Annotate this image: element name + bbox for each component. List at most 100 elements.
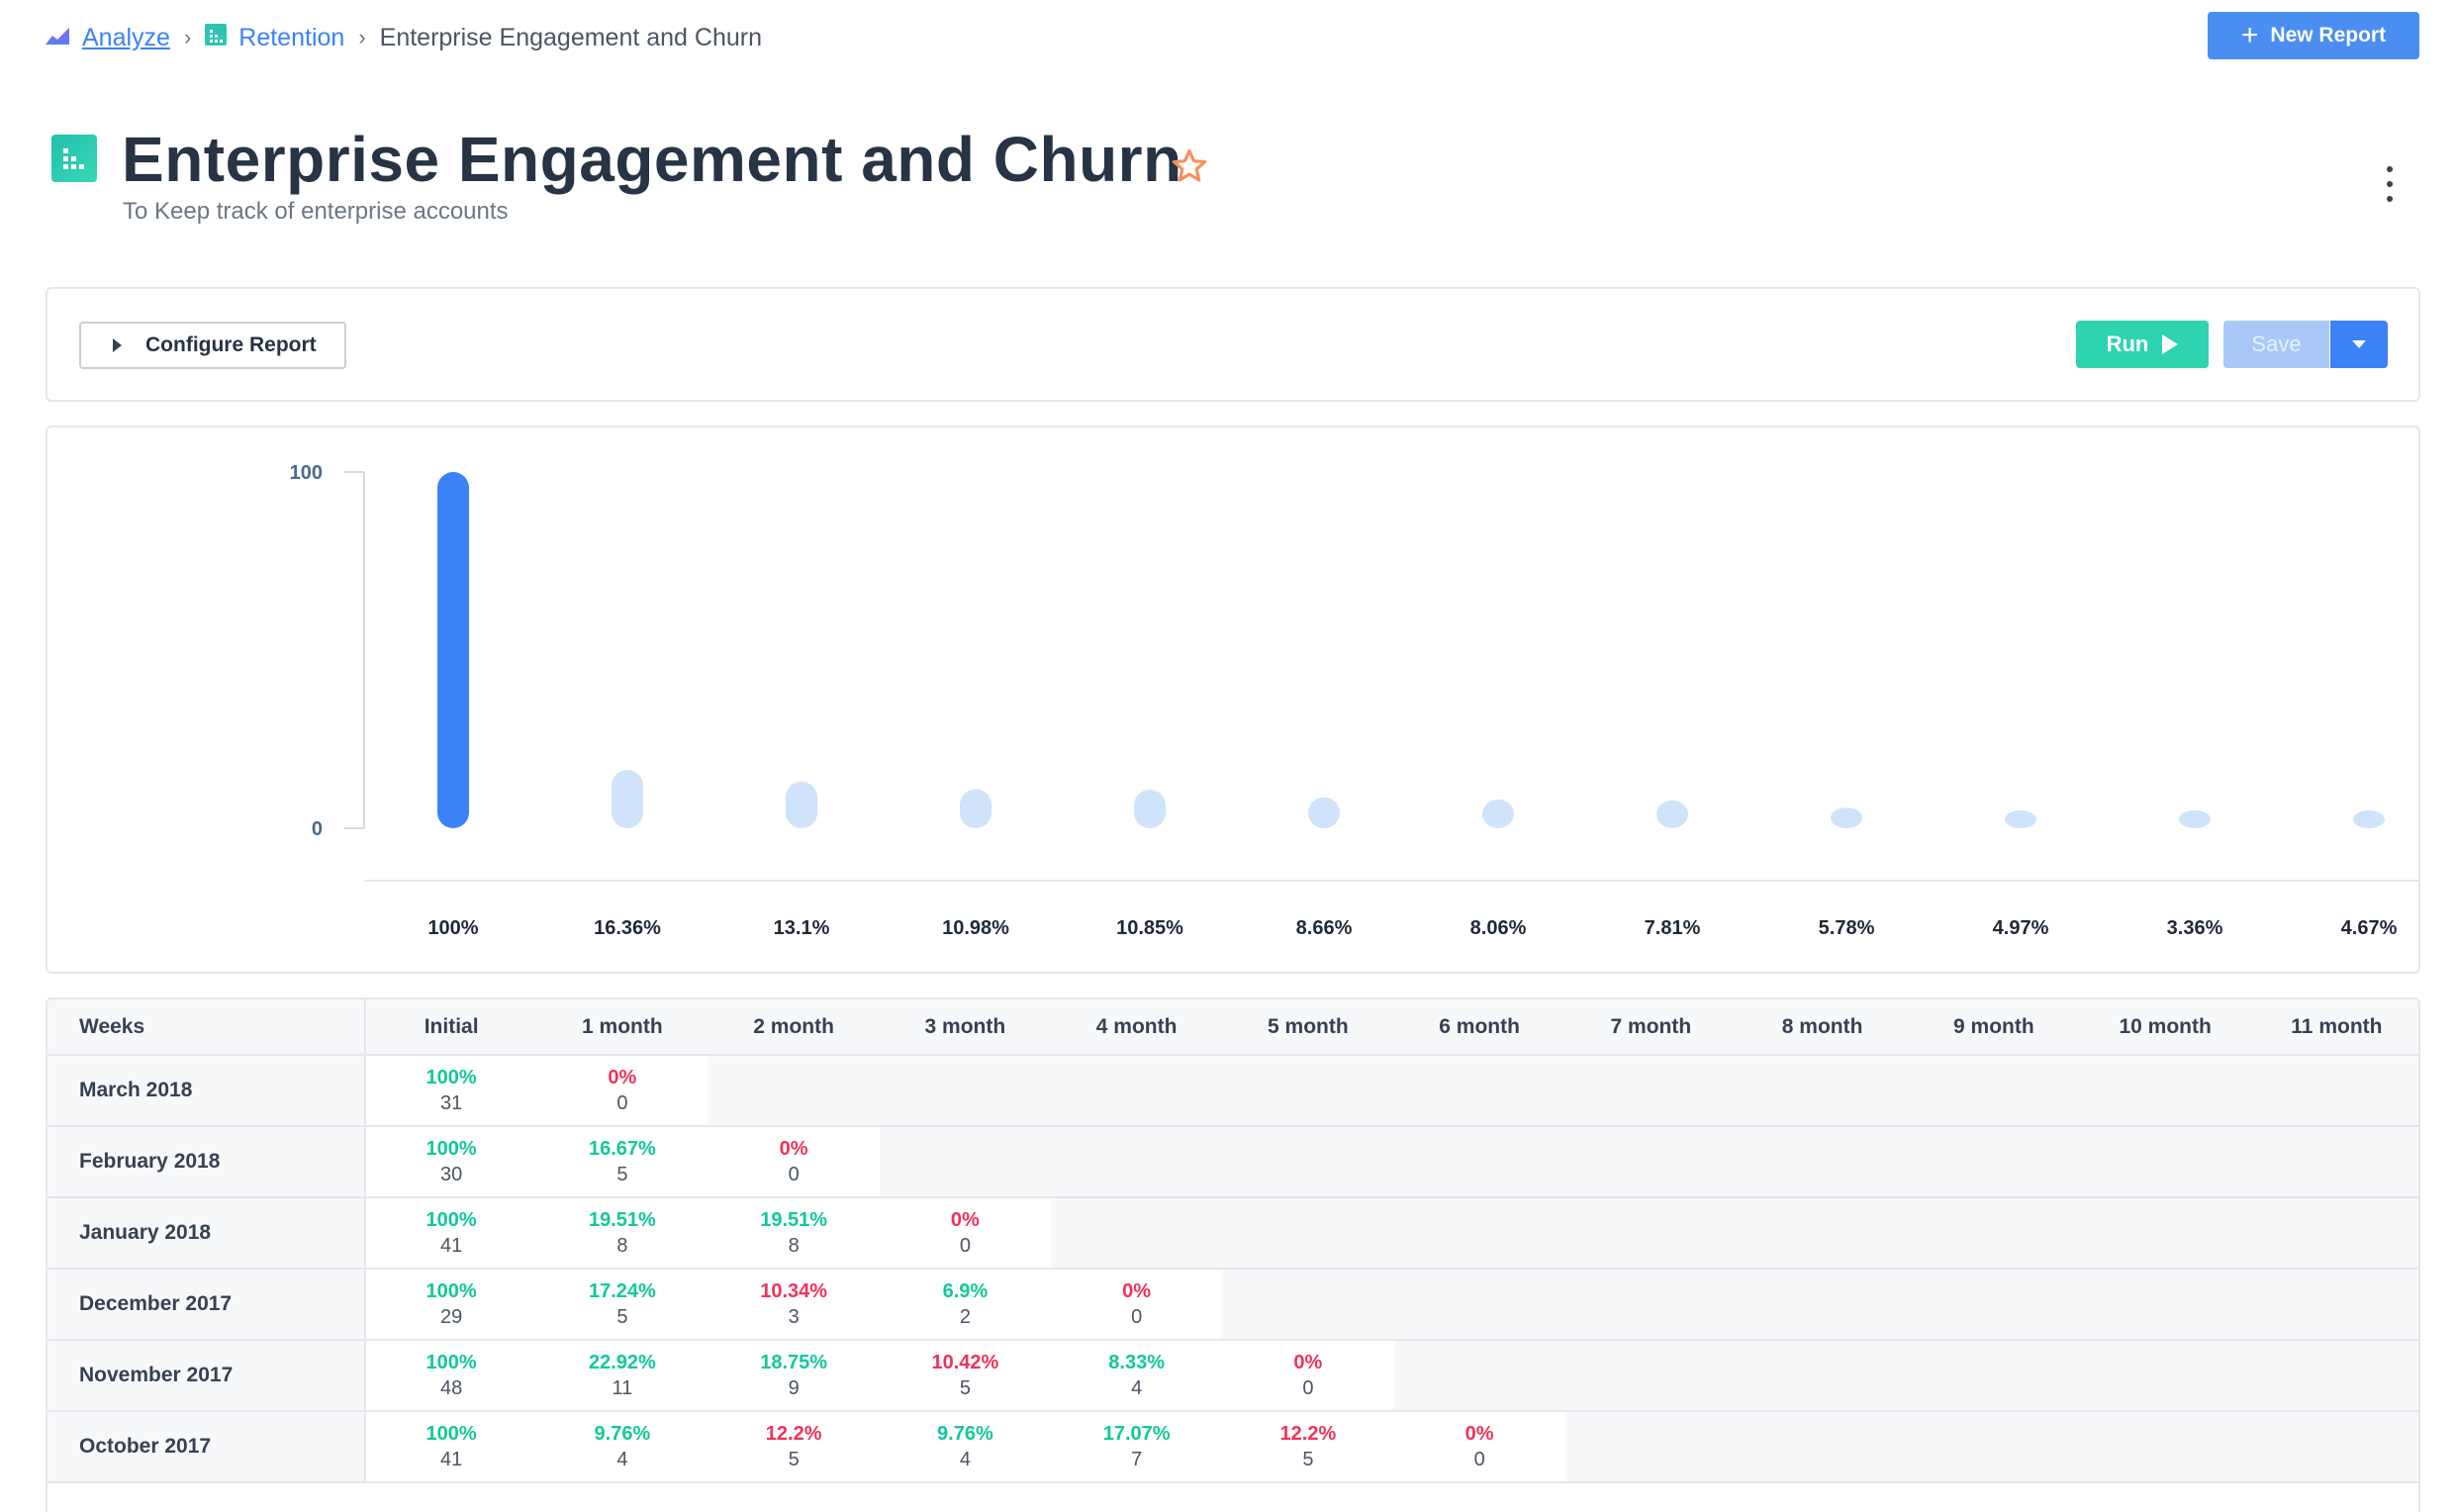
table-row[interactable]: November 2017 100% 48 22.92% 11 18.75% 9 10.42%…	[47, 1340, 2418, 1412]
bar-value-label: 4.97%	[1993, 917, 2049, 939]
empty-cell	[1564, 1340, 1737, 1412]
empty-cell	[2250, 1126, 2418, 1198]
cell-percent: 8.33%	[1108, 1352, 1165, 1373]
empty-cell	[1564, 1411, 1737, 1483]
empty-cell	[1908, 1197, 2080, 1270]
cell-percent: 0%	[608, 1067, 637, 1088]
empty-cell	[1393, 1126, 1565, 1198]
empty-cell	[1051, 1197, 1223, 1270]
empty-cell	[1222, 1055, 1394, 1127]
retention-cell: 0% 0	[1393, 1411, 1565, 1483]
empty-cell	[1051, 1055, 1223, 1127]
bar-8-month	[1831, 807, 1862, 828]
retention-cell: 0% 0	[879, 1197, 1051, 1270]
table-row[interactable]: February 2018 100% 30 16.67% 5 0% 0	[47, 1126, 2418, 1198]
bar-7-month	[1656, 800, 1688, 828]
table-row[interactable]: January 2018 100% 41 19.51% 8 19.51% 8 0% 0	[47, 1197, 2418, 1270]
cell-count: 5	[616, 1164, 628, 1185]
cell-percent: 100%	[425, 1138, 477, 1160]
cell-count: 4	[959, 1449, 971, 1470]
cell-percent: 0%	[950, 1209, 980, 1231]
retention-cell: 0% 0	[708, 1126, 880, 1198]
cell-percent: 100%	[425, 1423, 477, 1445]
save-button[interactable]: Save	[2223, 321, 2329, 368]
plus-icon: +	[2240, 19, 2259, 51]
cell-count: 0	[1302, 1377, 1314, 1399]
empty-cell	[2250, 1340, 2418, 1412]
breadcrumb: Analyze › Retention › Enterprise Engagem…	[45, 20, 762, 55]
empty-cell	[1908, 1126, 2080, 1198]
analyze-chart-icon	[45, 24, 70, 52]
configure-report-button[interactable]: Configure Report	[79, 322, 346, 369]
more-options-icon[interactable]	[2380, 166, 2400, 202]
retention-cell: 9.76% 4	[536, 1411, 708, 1483]
empty-cell	[1393, 1055, 1565, 1127]
column-header: 11 month	[2250, 999, 2418, 1056]
breadcrumb-analyze[interactable]: Analyze	[82, 23, 170, 51]
bar-6-month	[1482, 799, 1514, 828]
bar-value-label: 7.81%	[1645, 917, 1701, 939]
empty-cell	[2079, 1411, 2251, 1483]
row-label: January 2018	[47, 1197, 366, 1270]
table-row[interactable]: March 2018 100% 31 0% 0	[47, 1055, 2418, 1127]
empty-cell	[1737, 1055, 1909, 1127]
retention-cell: 10.34% 3	[708, 1269, 880, 1341]
breadcrumb-retention[interactable]: Retention	[238, 23, 345, 51]
y-tick-label: 0	[312, 818, 323, 840]
cell-percent: 12.2%	[765, 1423, 822, 1445]
run-button[interactable]: Run	[2076, 321, 2209, 368]
empty-cell	[2079, 1126, 2251, 1198]
y-tick-label: 100	[290, 462, 323, 484]
cohort-table-panel: Weeks Initial 1 month 2 month 3 month 4 mont…	[46, 997, 2420, 1512]
empty-cell	[2079, 1340, 2251, 1412]
cell-percent: 10.42%	[931, 1352, 999, 1373]
cell-count: 3	[788, 1306, 800, 1328]
bar-11-month	[2353, 810, 2385, 828]
cell-count: 8	[616, 1235, 628, 1257]
cell-count: 0	[788, 1164, 800, 1185]
empty-cell	[2079, 1197, 2251, 1270]
column-header: 3 month	[879, 999, 1051, 1056]
empty-cell	[2250, 1411, 2418, 1483]
bar-value-label: 5.78%	[1819, 917, 1875, 939]
cell-count: 5	[959, 1377, 971, 1399]
cell-percent: 9.76%	[594, 1423, 651, 1445]
table-row[interactable]: December 2017 100% 29 17.24% 5 10.34% 3 6.9% 2 0%…	[47, 1269, 2418, 1341]
column-header: 7 month	[1564, 999, 1737, 1056]
bar-9-month	[2005, 810, 2036, 828]
cell-percent: 100%	[425, 1067, 477, 1088]
cell-count: 41	[440, 1449, 463, 1470]
cell-percent: 17.07%	[1102, 1423, 1171, 1445]
cell-count: 5	[616, 1306, 628, 1328]
cell-percent: 0%	[779, 1138, 808, 1160]
retention-cell: 8.33% 4	[1051, 1340, 1223, 1412]
save-dropdown-button[interactable]	[2330, 321, 2388, 368]
page-title: Enterprise Engagement and Churn	[122, 124, 1182, 195]
retention-cell: 18.75% 9	[708, 1340, 880, 1412]
cell-percent: 100%	[425, 1352, 477, 1373]
bar-5-month	[1308, 797, 1340, 828]
column-header: 9 month	[1908, 999, 2080, 1056]
empty-cell	[1737, 1340, 1909, 1412]
retention-cell: 0% 0	[536, 1055, 708, 1127]
bar-value-label: 8.66%	[1296, 917, 1353, 939]
star-favorite-icon[interactable]	[1171, 148, 1208, 189]
retention-icon	[205, 23, 228, 52]
retention-cell: 9.76% 4	[879, 1411, 1051, 1483]
retention-cell: 100% 48	[365, 1340, 537, 1412]
table-header-row: Weeks Initial 1 month 2 month 3 month 4 mont…	[47, 999, 2418, 1056]
table-row[interactable]: October 2017 100% 41 9.76% 4 12.2% 5 9.76% 4 17.0…	[47, 1411, 2418, 1483]
retention-cell: 12.2% 5	[1222, 1411, 1394, 1483]
empty-cell	[1222, 1269, 1394, 1341]
retention-cell: 10.42% 5	[879, 1340, 1051, 1412]
cell-count: 7	[1131, 1449, 1143, 1470]
new-report-button[interactable]: + New Report	[2208, 12, 2419, 59]
empty-cell	[708, 1055, 880, 1127]
column-header: 1 month	[536, 999, 708, 1056]
cell-count: 8	[788, 1235, 800, 1257]
retention-cell: 16.67% 5	[536, 1126, 708, 1198]
bar-value-label: 3.36%	[2167, 917, 2223, 939]
cell-count: 4	[1131, 1377, 1143, 1399]
column-header: 4 month	[1051, 999, 1223, 1056]
cell-count: 2	[959, 1306, 971, 1328]
